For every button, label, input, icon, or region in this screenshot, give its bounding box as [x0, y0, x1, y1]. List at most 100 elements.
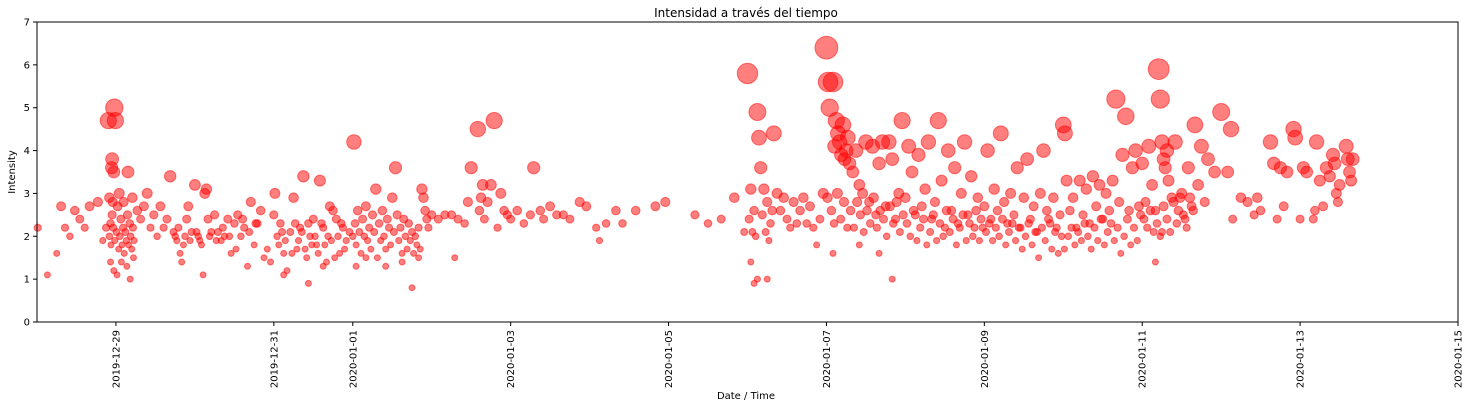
x-tick-label: 2020-01-09 — [980, 330, 991, 388]
data-point — [1249, 210, 1259, 220]
data-point — [900, 192, 911, 203]
data-point — [251, 219, 260, 228]
data-point — [1009, 210, 1019, 220]
data-point — [1028, 241, 1036, 249]
data-point — [1149, 228, 1158, 236]
data-point — [373, 254, 381, 262]
data-point — [280, 271, 288, 279]
data-point — [349, 232, 357, 241]
data-point — [916, 201, 927, 212]
data-point — [389, 228, 398, 236]
data-point — [1073, 174, 1086, 187]
data-point — [948, 214, 958, 224]
data-point — [729, 192, 740, 203]
data-point — [601, 219, 611, 228]
data-point — [410, 249, 418, 257]
data-point — [1064, 232, 1072, 241]
data-point — [123, 262, 131, 270]
data-point — [1310, 205, 1320, 216]
data-point — [311, 232, 319, 241]
data-point — [999, 196, 1010, 208]
data-point — [255, 205, 266, 216]
data-point — [107, 258, 114, 266]
data-point — [462, 196, 473, 208]
data-point — [395, 237, 403, 245]
data-point — [1010, 161, 1024, 175]
data-point — [1103, 228, 1112, 236]
data-point — [795, 205, 805, 216]
data-point — [153, 232, 161, 241]
data-point — [928, 210, 938, 220]
data-point — [965, 170, 978, 183]
data-point — [116, 214, 126, 224]
data-point — [398, 249, 406, 257]
data-point — [420, 205, 430, 216]
data-point — [227, 249, 235, 257]
data-point — [611, 205, 621, 216]
data-point — [786, 223, 795, 232]
data-point — [595, 237, 604, 245]
data-point — [956, 134, 973, 150]
data-point — [1024, 219, 1033, 228]
data-point — [527, 161, 541, 175]
data-point — [210, 210, 220, 220]
data-point — [141, 187, 153, 199]
data-point — [1186, 116, 1204, 134]
data-point — [545, 201, 556, 212]
data-point — [855, 210, 866, 220]
data-point — [223, 214, 233, 224]
data-point — [969, 232, 977, 241]
data-point — [919, 214, 928, 224]
x-tick-label: 2020-01-07 — [822, 330, 833, 388]
y-tick-label: 3 — [24, 189, 30, 200]
data-point — [1008, 219, 1017, 228]
data-point — [181, 232, 189, 241]
data-point — [1146, 179, 1158, 191]
data-point — [1139, 214, 1149, 224]
data-point — [1080, 183, 1093, 195]
data-point — [751, 232, 760, 241]
data-point — [965, 219, 974, 228]
data-point — [1106, 219, 1116, 228]
data-point — [822, 71, 844, 93]
data-point — [367, 210, 378, 220]
data-point — [920, 134, 937, 150]
data-point — [1093, 179, 1106, 191]
data-point — [901, 138, 917, 154]
data-point — [929, 196, 941, 208]
data-point — [107, 210, 117, 220]
data-point — [1201, 152, 1215, 167]
data-point — [107, 241, 115, 249]
data-point — [1091, 201, 1102, 212]
data-point — [788, 196, 799, 208]
data-point — [365, 223, 374, 232]
data-point — [1222, 120, 1240, 138]
data-point — [1181, 161, 1195, 175]
data-point — [866, 219, 875, 228]
data-point — [113, 187, 125, 199]
data-point — [1077, 237, 1086, 245]
data-point — [186, 237, 194, 245]
data-point — [1060, 174, 1073, 187]
data-point — [162, 214, 172, 224]
data-point — [581, 201, 592, 212]
data-point — [975, 237, 984, 245]
data-point — [792, 219, 802, 228]
data-point — [121, 228, 130, 236]
data-point — [205, 232, 214, 241]
data-point — [136, 214, 146, 224]
data-point — [1140, 196, 1151, 208]
data-point — [1084, 232, 1092, 241]
data-point — [377, 205, 388, 216]
data-point — [1086, 170, 1100, 183]
data-point — [1280, 165, 1294, 179]
data-point — [826, 205, 837, 216]
data-point — [1014, 223, 1024, 232]
data-point — [495, 187, 507, 199]
data-point — [1087, 245, 1095, 253]
data-point — [331, 254, 339, 262]
data-point — [415, 254, 423, 262]
data-point — [358, 214, 368, 224]
y-tick-label: 4 — [24, 146, 30, 157]
data-point — [1158, 161, 1172, 175]
